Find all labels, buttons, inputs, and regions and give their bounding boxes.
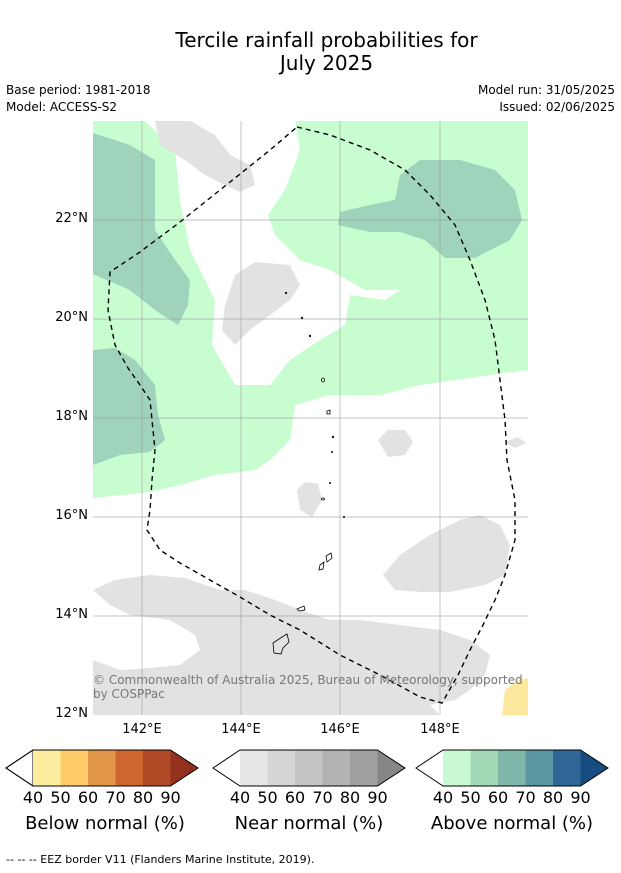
model-run: Model run: 31/05/2025 <box>477 83 615 97</box>
colorbar-near-extend-low <box>213 750 240 786</box>
colorbar-above-seg-3 <box>525 750 553 786</box>
near-normal-patch-center <box>222 262 300 345</box>
colorbar-below-label: Below normal (%) <box>25 813 185 834</box>
map-title-line1: Tercile rainfall probabilities for <box>175 28 478 52</box>
colorbar-near-normal <box>212 749 406 787</box>
near-normal-patch-east <box>383 515 510 592</box>
cb-below-tick-70: 70 <box>105 788 126 807</box>
cb-above-tick-50: 50 <box>460 788 481 807</box>
y-tick-18n: 18°N <box>55 409 88 424</box>
colorbar-near-seg-4 <box>350 750 378 786</box>
above-normal-50-patch-east <box>338 160 522 258</box>
issued-date: Issued: 02/06/2025 <box>499 100 615 114</box>
colorbar-near-seg-2 <box>295 750 323 786</box>
colorbar-near-seg-1 <box>267 750 295 786</box>
eez-footnote: -- -- -- EEZ border V11 (Flanders Marine… <box>6 853 315 866</box>
copyright-line2: by COSPPac <box>93 687 165 701</box>
colorbar-near-seg-3 <box>322 750 350 786</box>
cb-below-tick-90: 90 <box>160 788 181 807</box>
near-normal-patch-small-1 <box>378 430 413 457</box>
cb-above-tick-80: 80 <box>542 788 564 807</box>
y-tick-16n: 16°N <box>55 508 88 523</box>
colorbar-above-seg-1 <box>470 750 498 786</box>
y-tick-12n: 12°N <box>55 706 88 721</box>
colorbar-below-seg-3 <box>115 750 143 786</box>
cb-near-tick-50: 50 <box>257 788 278 807</box>
colorbar-above-normal <box>415 749 609 787</box>
colorbar-below-seg-4 <box>143 750 171 786</box>
eez-border <box>107 126 516 704</box>
colorbar-above-seg-4 <box>553 750 581 786</box>
colorbar-below-extend-high <box>170 750 198 786</box>
cb-above-tick-90: 90 <box>570 788 591 807</box>
x-tick-146e: 146°E <box>320 722 360 737</box>
colorbar-near-seg-0 <box>240 750 268 786</box>
colorbar-below-seg-2 <box>88 750 116 786</box>
cb-below-tick-60: 60 <box>77 788 99 807</box>
map-panel <box>93 121 528 715</box>
x-tick-144e: 144°E <box>221 722 261 737</box>
y-tick-14n: 14°N <box>55 607 88 622</box>
colorbar-above-seg-2 <box>498 750 526 786</box>
cb-above-tick-60: 60 <box>487 788 509 807</box>
colorbar-above-outline <box>415 749 609 787</box>
colorbar-above-seg-0 <box>443 750 471 786</box>
near-normal-patch-small-2 <box>297 482 322 517</box>
near-normal-patch-south <box>93 575 490 715</box>
colorbar-below-normal <box>5 749 199 787</box>
cb-near-tick-70: 70 <box>312 788 333 807</box>
above-normal-50-patch-southwest <box>93 348 165 465</box>
base-period: Base period: 1981-2018 <box>6 83 151 97</box>
cb-near-tick-60: 60 <box>284 788 306 807</box>
colorbar-near-outline <box>212 749 406 787</box>
y-tick-20n: 20°N <box>55 310 88 325</box>
cb-above-tick-40: 40 <box>432 788 454 807</box>
colorbar-below-seg-0 <box>33 750 61 786</box>
copyright-line1: © Commonwealth of Australia 2025, Bureau… <box>93 673 523 687</box>
cb-below-tick-80: 80 <box>132 788 154 807</box>
cb-below-tick-50: 50 <box>50 788 71 807</box>
near-normal-patch-guam <box>305 643 325 664</box>
y-tick-22n: 22°N <box>55 211 88 226</box>
islands <box>272 291 345 655</box>
model-name: Model: ACCESS-S2 <box>6 100 118 114</box>
map-title-line2: July 2025 <box>279 51 374 75</box>
cb-above-tick-70: 70 <box>515 788 536 807</box>
cb-near-tick-90: 90 <box>367 788 388 807</box>
cb-near-tick-80: 80 <box>339 788 361 807</box>
colorbar-above-label: Above normal (%) <box>430 813 594 834</box>
cb-near-tick-40: 40 <box>229 788 251 807</box>
colorbar-above-extend-low <box>416 750 443 786</box>
colorbar-below-extend-low <box>5 749 34 787</box>
near-normal-patch-top <box>155 121 255 192</box>
colorbar-below-outline <box>5 749 199 787</box>
x-tick-142e: 142°E <box>122 722 162 737</box>
colorbar-above-extend-high <box>580 750 608 786</box>
gridlines <box>93 121 528 715</box>
colorbar-below-seg-1 <box>60 750 88 786</box>
colorbar-near-extend-high <box>377 750 405 786</box>
x-tick-148e: 148°E <box>420 722 460 737</box>
cb-below-tick-40: 40 <box>22 788 44 807</box>
colorbar-near-label: Near normal (%) <box>234 813 384 834</box>
near-normal-patch-small-3 <box>505 437 526 448</box>
below-normal-40-patch <box>502 678 528 715</box>
above-normal-50-patch-west <box>93 133 190 325</box>
